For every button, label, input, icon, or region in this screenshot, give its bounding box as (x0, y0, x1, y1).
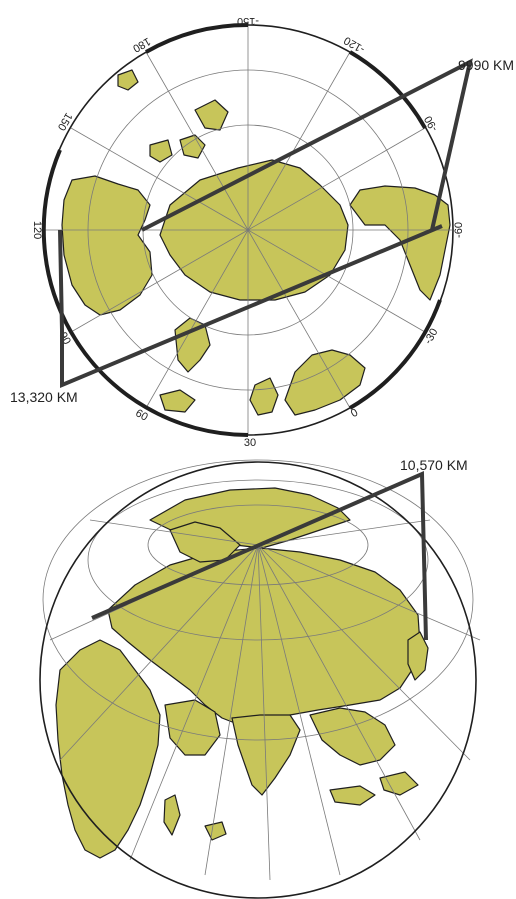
island-1 (249, 377, 279, 416)
rim-arc-lower-right (348, 299, 442, 410)
lon-label-30: 30 (244, 437, 256, 449)
lon-label-neg90: -90 (422, 114, 440, 134)
globe-graticule (42, 459, 481, 881)
india-globe-landmass (231, 714, 301, 796)
lon-label-0: 0 (349, 407, 360, 420)
madagascar-landmass (163, 794, 181, 836)
greenland-landmass (169, 521, 241, 563)
island-2 (117, 69, 139, 91)
lon-label-150: 150 (55, 111, 75, 133)
distance-line-13320 (58, 224, 443, 389)
distance-label-9990: 9990 KM (458, 57, 514, 73)
bottom-globe-map: 10,570 KM (39, 457, 481, 899)
distance-label-13320: 13,320 KM (10, 389, 78, 405)
indian-ocean-island (204, 821, 227, 841)
lon-label-neg150: -150 (237, 15, 259, 27)
island-3 (159, 389, 196, 413)
distance-label-10570: 10,570 KM (400, 457, 468, 473)
africa-globe-landmass (55, 639, 161, 859)
australia-landmass (61, 175, 153, 316)
africa-landmass (284, 349, 366, 416)
south-america-landmass (349, 185, 451, 301)
meridian-lines (44, 25, 452, 435)
southeast-asia-landmass (309, 707, 396, 766)
rim-arc-upper-right (348, 50, 427, 129)
top-polar-map: -150 -120 -90 -60 -30 0 30 60 90 120 150… (10, 15, 514, 449)
indonesia-islands-1 (329, 785, 376, 806)
globe-rim (39, 461, 477, 899)
rim-arc-lower-left (69, 331, 249, 437)
arabia-landmass (164, 699, 221, 756)
lon-label-120: 120 (31, 221, 43, 239)
lon-label-neg60: -60 (453, 222, 465, 238)
eurasia-landmass (107, 547, 421, 726)
new-zealand-landmass (194, 99, 229, 131)
island-4 (179, 134, 206, 159)
lon-label-60: 60 (133, 407, 150, 424)
lon-label-neg120: -120 (342, 34, 367, 55)
japan-islands (407, 631, 429, 681)
island-5 (149, 139, 173, 163)
distance-line-9990 (141, 58, 473, 232)
rim-arc-upper-left (145, 22, 249, 54)
indonesia-islands-2 (379, 771, 419, 796)
distance-line-10570 (91, 470, 428, 641)
